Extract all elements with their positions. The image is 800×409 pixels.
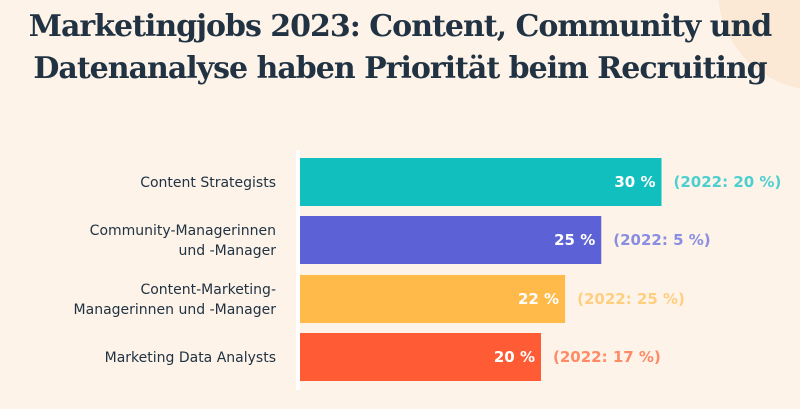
category-label: Managerinnen und -Manager [74, 302, 277, 318]
chart-title: Marketingjobs 2023: Content, Community u… [28, 9, 772, 86]
bar [300, 216, 602, 264]
decorative-circle [718, 0, 800, 89]
y-axis-line [296, 150, 300, 390]
value-label: 25 % [554, 231, 595, 249]
category-label: Content Strategists [140, 175, 276, 191]
bar [300, 275, 566, 323]
previous-year-label: (2022: 17 %) [553, 348, 661, 366]
category-label: Marketing Data Analysts [105, 350, 276, 366]
value-label: 20 % [494, 348, 535, 366]
value-label: 22 % [518, 290, 559, 308]
value-label: 30 % [614, 173, 655, 191]
category-label: Content-Marketing- [140, 282, 276, 298]
bar [300, 333, 541, 381]
previous-year-label: (2022: 20 %) [674, 173, 782, 191]
category-label: und -Manager [178, 243, 276, 259]
previous-year-label: (2022: 25 %) [577, 290, 685, 308]
bar [300, 158, 662, 206]
previous-year-label: (2022: 5 %) [613, 231, 710, 249]
category-label: Community-Managerinnen [90, 223, 276, 239]
